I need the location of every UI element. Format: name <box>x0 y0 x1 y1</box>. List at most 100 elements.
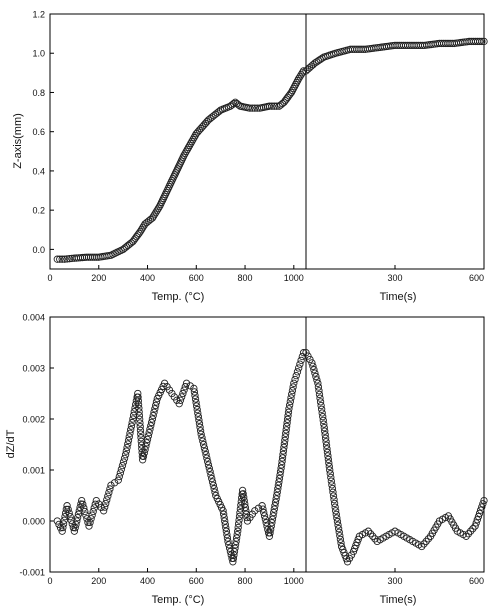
dzdt-point <box>197 430 205 438</box>
dzdt-point <box>276 468 285 476</box>
dzdt-point <box>223 534 232 542</box>
dzdt-point <box>231 541 240 549</box>
dzdt-point <box>219 510 228 518</box>
dzdt-point <box>285 401 294 409</box>
z-axis-point <box>289 84 298 93</box>
dzdt-point <box>332 507 340 515</box>
dzdt-point <box>420 540 428 548</box>
dzdt-point <box>267 522 275 530</box>
z-axis-markers <box>53 37 488 263</box>
dzdt-point <box>254 504 263 512</box>
dzdt-point <box>136 415 144 423</box>
dzdt-point <box>193 405 201 414</box>
dzdt-point <box>311 369 319 377</box>
dzdt-point <box>260 512 269 520</box>
dzdt-point <box>291 375 299 384</box>
dzdt-point <box>310 366 318 374</box>
dzdt-point <box>110 479 119 487</box>
dzdt-point <box>105 488 113 497</box>
dzdt-point <box>234 520 243 528</box>
dzdt-point <box>240 496 248 505</box>
z-axis-point <box>181 149 189 157</box>
dzdt-point <box>181 383 189 391</box>
z-axis-point <box>298 69 306 77</box>
dzdt-point <box>321 431 329 439</box>
dzdt-point <box>232 534 241 542</box>
z-axis-temp-tick-label: 1000 <box>284 273 304 283</box>
dzdt-point <box>335 528 343 536</box>
dzdt-point <box>333 514 341 522</box>
dzdt-point <box>134 397 142 405</box>
dzdt-point <box>127 422 136 430</box>
dzdt-point <box>59 523 67 532</box>
dzdt-point <box>126 429 134 437</box>
dzdt-markers <box>53 349 488 566</box>
dzdt-point <box>350 544 359 553</box>
dzdt-point <box>342 555 350 563</box>
dzdt-point <box>327 473 335 482</box>
dzdt-point <box>322 441 331 449</box>
dzdt-point <box>132 397 141 405</box>
z-axis-time-tick-label: 300 <box>387 273 402 283</box>
dzdt-point <box>206 468 214 476</box>
dzdt-point <box>478 503 486 511</box>
dzdt-point <box>323 445 331 453</box>
dzdt-point <box>81 507 89 516</box>
dzdt-point <box>88 511 96 519</box>
dzdt-point <box>220 513 228 522</box>
dzdt-point <box>190 388 199 396</box>
z-axis-point <box>295 75 303 83</box>
dzdt-point <box>123 443 131 452</box>
dzdt-temp-tick-label: 800 <box>238 576 253 586</box>
dzdt-point <box>86 518 94 527</box>
dzdt-point <box>321 427 329 435</box>
dzdt-point <box>191 395 200 403</box>
z-axis-point <box>180 151 188 159</box>
dzdt-point <box>221 520 229 529</box>
z-axis-point <box>246 104 254 112</box>
z-axis-point <box>152 208 160 216</box>
dzdt-temp-tick-label: 1000 <box>284 576 304 586</box>
dzdt-point <box>196 423 204 431</box>
dzdt-point <box>139 452 148 461</box>
dzdt-point <box>296 360 304 368</box>
z-axis-point <box>63 255 71 263</box>
dzdt-point <box>135 408 143 416</box>
dzdt-point <box>480 496 488 505</box>
dzdt-point <box>223 530 231 539</box>
z-axis-y-tick-label: 0.2 <box>32 206 45 216</box>
dzdt-point <box>278 457 286 466</box>
dzdt-point <box>268 519 276 527</box>
dzdt-point <box>204 461 213 469</box>
dzdt-point <box>318 409 326 417</box>
dzdt-point <box>136 419 144 427</box>
z-axis-point <box>268 102 276 110</box>
z-axis-y-tick-label: 0.8 <box>32 88 45 98</box>
dzdt-point <box>364 527 372 535</box>
dzdt-point <box>284 412 292 420</box>
dzdt-point <box>319 416 327 425</box>
dzdt-point <box>222 524 230 532</box>
dzdt-point <box>312 372 320 381</box>
dzdt-x-label-temp: Temp. (°C) <box>152 594 205 606</box>
dzdt-point <box>91 500 99 508</box>
z-axis-point <box>60 255 69 263</box>
dzdt-point <box>230 551 238 559</box>
dzdt-point <box>182 379 191 387</box>
dzdt-point <box>208 474 216 483</box>
dzdt-point <box>136 422 144 431</box>
dzdt-point <box>314 383 323 391</box>
dzdt-point <box>340 548 348 557</box>
dzdt-point <box>271 502 279 510</box>
dzdt-point <box>371 535 379 543</box>
dzdt-point <box>331 503 339 511</box>
dzdt-point <box>235 516 243 524</box>
dzdt-point <box>130 408 138 416</box>
dzdt-point <box>67 516 75 524</box>
dzdt-point <box>114 476 122 484</box>
dzdt-point <box>138 445 146 453</box>
z-axis-point <box>58 255 66 263</box>
z-axis-x-label-temp: Temp. (°C) <box>152 291 205 303</box>
dzdt-point <box>121 451 130 459</box>
